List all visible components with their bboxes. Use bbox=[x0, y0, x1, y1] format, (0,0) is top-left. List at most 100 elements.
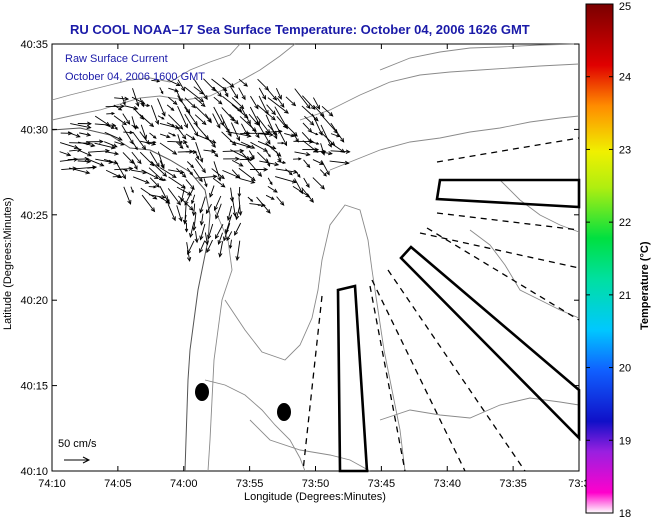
current-vector bbox=[211, 149, 219, 158]
current-vector bbox=[319, 169, 327, 177]
current-vector bbox=[150, 105, 160, 125]
survey-zones bbox=[336, 178, 581, 473]
current-vector bbox=[257, 104, 276, 121]
current-vector bbox=[231, 169, 241, 179]
current-vector bbox=[139, 114, 155, 128]
current-vector bbox=[113, 104, 123, 111]
current-vector bbox=[321, 105, 334, 117]
current-vector bbox=[177, 134, 183, 146]
current-vector bbox=[231, 104, 249, 119]
scale-label: 50 cm/s bbox=[58, 438, 97, 450]
current-vector bbox=[276, 196, 285, 206]
current-vector bbox=[204, 232, 209, 246]
current-vector bbox=[285, 96, 297, 107]
y-axis-ticks: 40:35 40:30 40:25 40:20 40:15 40:10 bbox=[20, 39, 579, 478]
current-vector bbox=[176, 168, 187, 178]
current-vector bbox=[284, 133, 296, 138]
current-vector bbox=[77, 141, 96, 148]
current-vector bbox=[167, 139, 188, 145]
inset-line-1: Raw Surface Current bbox=[65, 53, 168, 65]
current-vector bbox=[194, 114, 207, 126]
current-vector bbox=[132, 131, 147, 151]
current-vector bbox=[212, 113, 221, 129]
current-vector bbox=[121, 125, 134, 145]
current-vector bbox=[121, 95, 126, 106]
current-vector bbox=[141, 194, 156, 213]
current-vector bbox=[168, 132, 177, 137]
current-vector bbox=[277, 141, 285, 145]
current-vector bbox=[69, 147, 82, 153]
coastline bbox=[51, 127, 211, 472]
current-vector bbox=[330, 142, 346, 153]
current-vector bbox=[122, 113, 131, 125]
survey-line bbox=[369, 285, 406, 472]
current-vector bbox=[303, 159, 311, 169]
current-vector bbox=[223, 222, 231, 242]
current-vector bbox=[302, 147, 320, 152]
current-vector bbox=[275, 87, 282, 100]
current-vector bbox=[157, 115, 165, 120]
current-vector bbox=[168, 96, 178, 105]
current-vector bbox=[235, 205, 241, 221]
current-vector bbox=[59, 142, 79, 150]
current-vector bbox=[238, 78, 249, 87]
current-vector bbox=[250, 95, 259, 110]
current-vector bbox=[195, 142, 204, 163]
current-vector bbox=[259, 132, 274, 137]
current-vector bbox=[105, 124, 116, 129]
current-vector bbox=[184, 187, 195, 206]
current-vector bbox=[238, 167, 256, 182]
colorbar-tick-label: 21 bbox=[619, 290, 631, 302]
bay-contour-2 bbox=[51, 43, 296, 121]
y-axis-label: Latitude (Degrees:Minutes) bbox=[2, 197, 14, 330]
current-vector bbox=[321, 160, 330, 176]
current-vector bbox=[294, 88, 311, 110]
current-vector bbox=[112, 174, 122, 179]
current-vector bbox=[239, 156, 255, 162]
current-vector bbox=[123, 130, 134, 135]
current-vector bbox=[226, 205, 232, 221]
current-vector bbox=[113, 123, 118, 131]
y-tick-label: 40:30 bbox=[20, 124, 48, 136]
colorbar-tick-label: 23 bbox=[619, 144, 631, 156]
current-vector bbox=[122, 152, 134, 164]
current-vector bbox=[229, 131, 252, 138]
current-vector bbox=[329, 160, 350, 165]
current-vector bbox=[266, 104, 276, 116]
shelf-contour-5 bbox=[379, 43, 580, 71]
current-vector bbox=[194, 230, 199, 244]
current-vector bbox=[294, 170, 301, 178]
current-vector bbox=[140, 140, 157, 146]
bay-contour bbox=[51, 43, 241, 101]
current-vector bbox=[68, 167, 91, 175]
current-vector bbox=[149, 132, 157, 139]
current-vector bbox=[205, 203, 212, 215]
current-vector bbox=[132, 159, 138, 171]
current-vector bbox=[184, 222, 189, 233]
current-vector bbox=[94, 142, 116, 150]
current-vector bbox=[213, 178, 226, 188]
current-vector bbox=[86, 158, 105, 167]
current-vector bbox=[285, 168, 293, 176]
current-vector bbox=[330, 122, 345, 143]
current-vector bbox=[183, 214, 187, 224]
figure-title: RU COOL NOAA–17 Sea Surface Temperature:… bbox=[70, 22, 530, 37]
current-vector bbox=[209, 185, 215, 198]
current-vector bbox=[189, 221, 195, 239]
current-vector bbox=[123, 186, 132, 205]
current-vector bbox=[234, 222, 242, 236]
current-vector bbox=[265, 114, 278, 140]
current-vector bbox=[132, 176, 150, 184]
colorbar-tick-label: 25 bbox=[619, 1, 631, 13]
x-tick-label: 74:10 bbox=[38, 478, 66, 490]
current-vector bbox=[301, 187, 314, 203]
surface-current-vectors bbox=[59, 77, 351, 262]
current-vector bbox=[267, 124, 278, 136]
survey-line bbox=[419, 232, 580, 269]
current-vector bbox=[148, 185, 157, 189]
current-vector bbox=[258, 87, 267, 101]
current-vector bbox=[217, 232, 223, 245]
current-vector bbox=[301, 131, 313, 144]
current-vector bbox=[85, 139, 104, 144]
